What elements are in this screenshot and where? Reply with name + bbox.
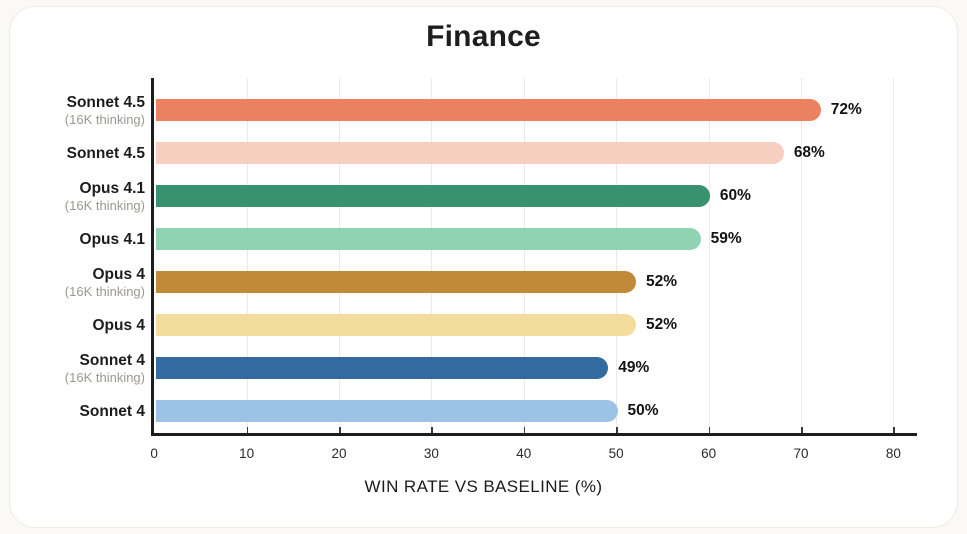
gridline-30 (431, 78, 433, 433)
x-tick-label-20: 20 (331, 446, 347, 461)
x-axis-title: WIN RATE VS BASELINE (%) (364, 477, 603, 496)
value-label: 59% (710, 230, 742, 247)
bar (155, 357, 609, 379)
bar-row-3: Opus 4.1 (16K thinking) 60% (0, 174, 967, 218)
gridline-80 (893, 78, 895, 433)
bar (155, 228, 701, 250)
category-name: Opus 4 (92, 265, 145, 283)
bar (155, 400, 618, 422)
bar-row-6: Opus 4 52% (0, 303, 967, 347)
category-label: Sonnet 4 (0, 389, 145, 433)
bar-row-4: Opus 4.1 59% (0, 217, 967, 261)
bar-row-8: Sonnet 4 50% (0, 389, 967, 433)
x-tick-mark-80 (893, 427, 895, 433)
gridline-40 (523, 78, 525, 433)
value-label: 72% (830, 101, 862, 118)
gridline-50 (616, 78, 618, 433)
x-tick-label-80: 80 (885, 446, 901, 461)
bar (155, 185, 710, 207)
bar (155, 314, 636, 336)
value-label: 50% (627, 402, 659, 419)
x-tick-label-40: 40 (516, 446, 532, 461)
gridline-70 (801, 78, 802, 433)
x-tick-mark-40 (523, 427, 526, 433)
bar-row-7: Sonnet 4 (16K thinking) 49% (0, 346, 967, 390)
value-label: 68% (793, 144, 825, 161)
x-tick-mark-20 (339, 427, 341, 433)
y-axis-line (151, 78, 154, 436)
x-tick-label-10: 10 (239, 446, 255, 461)
x-tick-label-50: 50 (608, 446, 624, 461)
category-sublabel: (16K thinking) (64, 369, 145, 385)
value-label: 49% (618, 359, 650, 376)
category-label: Opus 4 (0, 303, 145, 347)
category-label: Sonnet 4.5 (0, 131, 145, 175)
x-tick-mark-50 (616, 427, 618, 433)
bar (155, 142, 784, 164)
x-tick-mark-30 (431, 427, 433, 433)
bar-row-5: Opus 4 (16K thinking) 52% (0, 260, 967, 304)
category-sublabel: (16K thinking) (64, 283, 145, 299)
value-label: 52% (645, 316, 677, 333)
chart-title: Finance (426, 20, 541, 53)
gridline-20 (339, 78, 340, 433)
x-tick-label-70: 70 (793, 446, 809, 461)
x-tick-label-30: 30 (423, 446, 439, 461)
x-tick-label-0: 0 (150, 446, 158, 461)
bar (155, 99, 821, 121)
category-label: Sonnet 4 (16K thinking) (0, 346, 145, 390)
category-label: Opus 4.1 (16K thinking) (0, 174, 145, 218)
value-label: 60% (719, 187, 751, 204)
category-label: Opus 4 (16K thinking) (0, 260, 145, 304)
category-name: Opus 4.1 (79, 230, 145, 248)
category-name: Sonnet 4 (79, 402, 145, 420)
x-tick-mark-10 (246, 427, 249, 433)
category-name: Sonnet 4 (79, 351, 145, 369)
value-label: 52% (645, 273, 677, 290)
category-label: Sonnet 4.5 (16K thinking) (0, 88, 145, 132)
x-tick-label-60: 60 (701, 446, 717, 461)
category-sublabel: (16K thinking) (64, 111, 145, 127)
bar-row-2: Sonnet 4.5 68% (0, 131, 967, 175)
bar-row-1: Sonnet 4.5 (16K thinking) 72% (0, 88, 967, 132)
x-axis-line (151, 433, 917, 436)
category-label: Opus 4.1 (0, 217, 145, 261)
chart-card (9, 6, 958, 528)
category-name: Sonnet 4.5 (66, 93, 145, 111)
gridline-10 (246, 78, 248, 433)
category-name: Sonnet 4.5 (66, 144, 145, 162)
x-tick-mark-70 (801, 427, 803, 433)
gridline-60 (708, 78, 710, 433)
category-sublabel: (16K thinking) (64, 197, 145, 213)
x-tick-mark-60 (708, 427, 711, 433)
bar (155, 271, 636, 293)
category-name: Opus 4.1 (79, 179, 145, 197)
category-name: Opus 4 (92, 316, 145, 334)
